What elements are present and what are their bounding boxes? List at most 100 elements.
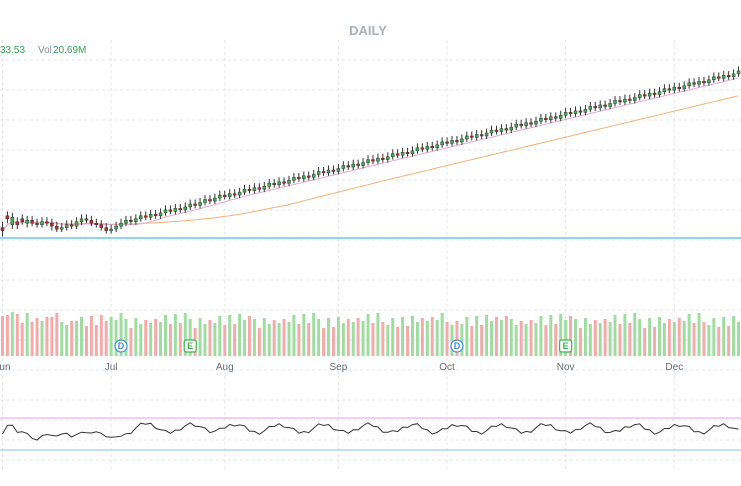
candle [613, 96, 617, 107]
event-markers: D E ED [114, 339, 573, 353]
candle-body [297, 177, 301, 180]
candle-body [158, 212, 163, 217]
volume-bar [628, 323, 632, 356]
volume-bar [509, 319, 513, 356]
volume-bar [208, 320, 212, 356]
dividend-marker[interactable]: D [450, 339, 464, 353]
candle-body [534, 120, 538, 125]
candle-body [227, 193, 232, 197]
candle [129, 215, 133, 225]
earnings-marker[interactable]: E [559, 339, 573, 353]
candle-body [302, 175, 306, 180]
candle-body [84, 218, 89, 221]
volume-bar [80, 317, 83, 356]
ma-long-line [2, 95, 739, 231]
volume-bar [662, 323, 666, 356]
candle [672, 82, 677, 94]
candle-body [282, 181, 286, 184]
candle [20, 214, 24, 225]
candle-body [341, 165, 346, 169]
candle [321, 167, 326, 176]
candle [588, 101, 593, 113]
candle [470, 131, 474, 141]
volume-label: Vol [38, 45, 52, 56]
candle-body [682, 85, 686, 89]
volume-bar [692, 323, 696, 356]
candle-body [331, 169, 336, 172]
candle-body [598, 104, 602, 109]
candle-body [232, 193, 237, 196]
candle [163, 205, 168, 216]
volume-bar [534, 323, 538, 356]
candle-body [405, 151, 410, 154]
dividend-marker[interactable]: D [114, 339, 128, 353]
volume-bar [50, 317, 54, 356]
dividend-letter: D [118, 341, 125, 351]
volume-bar [475, 316, 479, 356]
candle-body [203, 199, 207, 203]
candle [731, 69, 736, 80]
volume-bar [203, 324, 207, 356]
candle [637, 90, 642, 101]
volume-bar [549, 315, 553, 356]
candle-body [662, 88, 667, 92]
volume-bar [411, 316, 414, 356]
candle [153, 209, 158, 219]
candle [618, 96, 622, 105]
volume-bar [415, 322, 419, 356]
candle-body [390, 153, 395, 157]
candle [356, 159, 360, 169]
candle [218, 190, 222, 202]
volume-bar [0, 316, 4, 356]
volume-bar [139, 324, 143, 356]
month-label: Oct [439, 362, 455, 373]
candle-body [109, 228, 113, 231]
candle-body [726, 75, 731, 78]
candle [583, 104, 588, 116]
candle-body [183, 206, 187, 211]
volume-bar [154, 319, 158, 356]
candle-body [687, 82, 691, 86]
candle [237, 187, 242, 199]
candle-body [573, 110, 578, 115]
candle-body [697, 81, 701, 85]
volume-bar [228, 315, 232, 356]
candle [74, 217, 79, 230]
candle-body [193, 203, 197, 206]
candle [361, 158, 365, 169]
candle [474, 130, 479, 141]
candle-body [134, 218, 138, 222]
candle [608, 99, 612, 110]
candle [435, 140, 439, 151]
candle-body [721, 75, 726, 79]
candle [242, 184, 247, 196]
candle-body [633, 97, 637, 101]
volume-bar [425, 321, 429, 356]
volume-bar [173, 314, 177, 356]
volume-bar [119, 313, 123, 356]
candle-body [420, 147, 425, 150]
candle [282, 177, 286, 187]
candle [158, 208, 163, 219]
volume-bar [682, 321, 686, 356]
candle-body [139, 215, 143, 220]
candle-body [677, 86, 681, 89]
volume-bar [124, 319, 128, 356]
volume-bar [238, 314, 242, 356]
candle [316, 167, 321, 178]
volume-bar [623, 314, 627, 356]
candle [223, 190, 227, 200]
candle [504, 124, 509, 134]
candle [262, 181, 267, 193]
earnings-marker[interactable]: E [183, 339, 197, 353]
candle-body [316, 171, 321, 175]
volume-bar [159, 322, 163, 356]
volume-bar [420, 318, 424, 356]
candle [124, 215, 128, 227]
candle-body [272, 183, 276, 186]
volume-bar [198, 318, 202, 356]
candle [662, 84, 667, 95]
candle [99, 220, 104, 231]
moving-average-short [2, 77, 739, 231]
